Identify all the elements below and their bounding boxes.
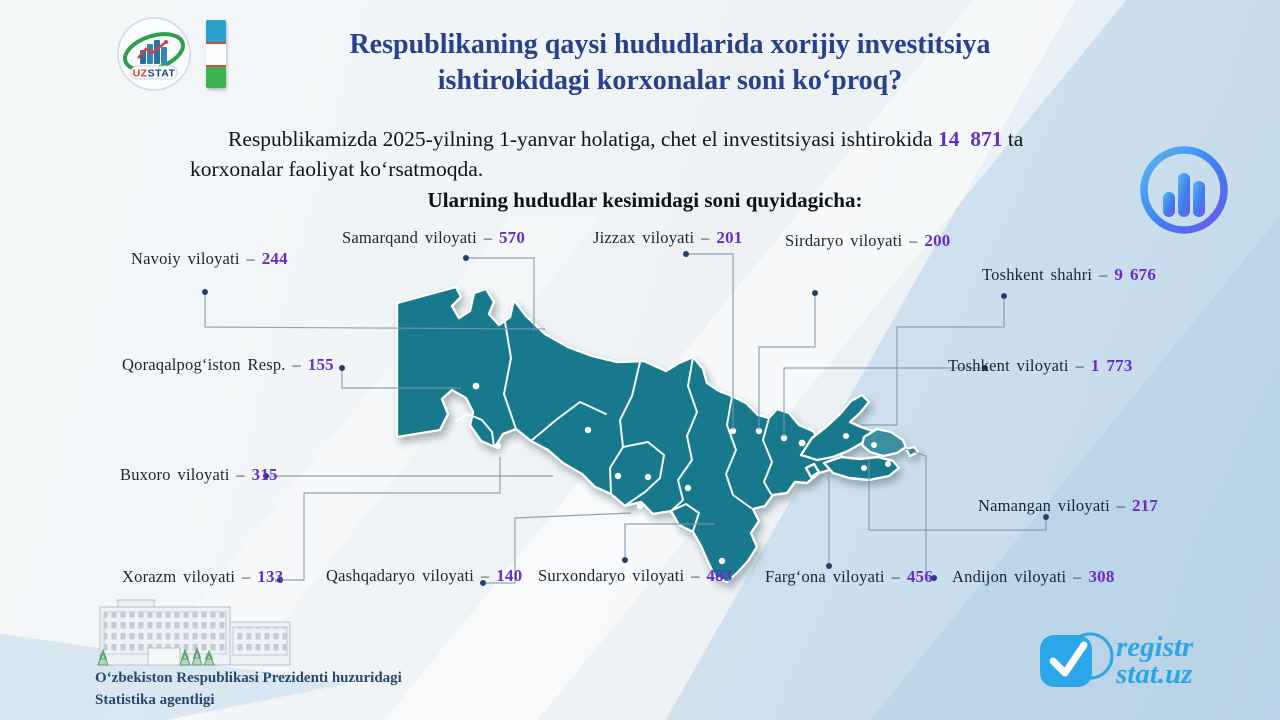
flag-stripe-green (206, 66, 226, 88)
total-count: 14 871 (937, 127, 1003, 151)
registr-check-icon (1040, 632, 1114, 687)
flag-stripe-red (206, 41, 226, 44)
svg-text:UZSTAT: UZSTAT (133, 68, 176, 80)
page-title-line2: ishtirokidagi korxonalar soni ko‘proq? (437, 64, 903, 96)
uzstat-logo-icon: UZSTAT (117, 17, 191, 91)
region-label-fargona: Farg‘ona viloyati – 456 (765, 567, 933, 586)
region-label-namangan: Namangan viloyati – 217 (978, 496, 1159, 515)
agency-name-line1: O‘zbekiston Respublikasi Prezidenti huzu… (95, 670, 402, 686)
region-label-toshkent-viloyati: Toshkent viloyati – 1 773 (948, 356, 1133, 375)
intro-paragraph: Respublikamizda 2025-yilning 1-yanvar ho… (190, 124, 1155, 184)
region-label-qashqadaryo: Qashqadaryo viloyati – 140 (326, 566, 523, 585)
flag-stripe-white (206, 43, 226, 65)
agency-name: O‘zbekiston Respublikasi Prezidenti huzu… (95, 668, 402, 712)
flag-stripe-blue (206, 20, 226, 42)
brand-text: registr stat.uz (1116, 631, 1194, 690)
region-label-qoraqalpogiston: Qoraqalpog‘iston Resp. – 155 (122, 355, 334, 374)
agency-name-line2: Statistika agentligi (95, 691, 215, 708)
intro-text-1: Respublikamizda 2025-yilning 1-yanvar ho… (228, 127, 933, 151)
page-title-line1: Respublikaning qaysi hududlarida xorijiy… (349, 29, 991, 60)
region-label-buxoro: Buxoro viloyati – 315 (120, 465, 278, 484)
agency-building-illustration (97, 599, 291, 666)
region-label-navoiy: Navoiy viloyati – 244 (131, 249, 288, 268)
region-label-andijon: Andijon viloyati – 308 (952, 567, 1115, 586)
map-subtitle: Ularning hududlar kesimidagi soni quyida… (427, 188, 863, 212)
region-label-jizzax: Jizzax viloyati – 201 (593, 228, 743, 247)
brand-line2: stat.uz (1116, 658, 1193, 690)
intro-text-2: ta (1007, 127, 1024, 151)
registr-statuz-logo: registr stat.uz (1038, 630, 1193, 692)
intro-text-3: korxonalar faoliyat ko‘rsatmoqda. (190, 157, 484, 182)
region-label-xorazm: Xorazm viloyati – 133 (122, 567, 284, 586)
region-label-surxondaryo: Surxondaryo viloyati – 483 (538, 566, 733, 585)
region-label-toshkent-shahri: Toshkent shahri – 9 676 (982, 265, 1157, 284)
region-label-samarqand: Samarqand viloyati – 570 (342, 228, 526, 247)
brand-line1: registr (1116, 631, 1194, 664)
page-title: Respublikaning qaysi hududlarida xorijiy… (250, 27, 1090, 99)
region-label-sirdaryo: Sirdaryo viloyati – 200 (785, 231, 951, 250)
uzbekistan-flag (206, 20, 226, 88)
flag-stripe-red2 (206, 64, 226, 67)
bar-chart-circle-icon (1140, 146, 1228, 234)
